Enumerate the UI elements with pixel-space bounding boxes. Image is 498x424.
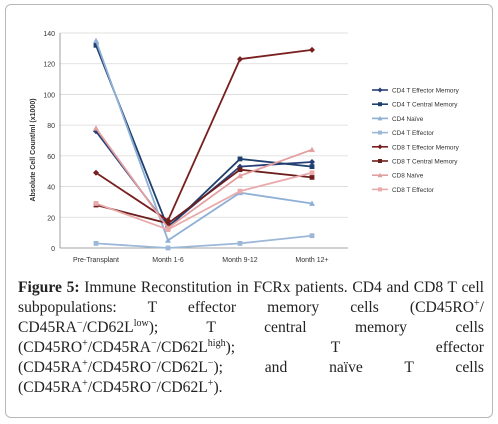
- data-point: [237, 167, 243, 173]
- data-point: [237, 156, 243, 162]
- data-point: [93, 240, 99, 246]
- y-tick-label: 0: [51, 246, 55, 253]
- series-line: [95, 127, 313, 230]
- legend-entry: CD4 T Effector Memory: [392, 88, 460, 95]
- data-point: [93, 125, 99, 131]
- x-tick-label: Month 12+: [295, 257, 328, 264]
- x-tick-label: Pre-Transplant: [73, 257, 119, 264]
- data-point: [165, 221, 171, 226]
- legend-entry: CD8 Naïve: [392, 173, 424, 180]
- y-tick-label: 120: [43, 62, 55, 69]
- data-point: [237, 172, 243, 179]
- y-tick-label: 60: [47, 154, 55, 161]
- x-tick-label: Month 9-12: [222, 257, 258, 264]
- data-point: [309, 146, 315, 153]
- data-point: [378, 102, 382, 107]
- data-point: [309, 170, 315, 176]
- series-line: [95, 44, 313, 230]
- x-tick-label: Month 1-6: [152, 257, 184, 264]
- legend: CD4 T Effector Memory CD4 T Central Memor…: [372, 87, 460, 194]
- y-tick-label: 140: [43, 31, 55, 38]
- data-point: [309, 46, 315, 53]
- legend-entry: CD4 T Central Memory: [392, 102, 458, 109]
- y-axis-label: Absolute Cell Count/ml (x1000): [30, 98, 37, 201]
- data-point: [93, 201, 99, 206]
- series-line: [95, 130, 313, 228]
- data-point: [378, 187, 382, 192]
- data-point: [309, 233, 315, 239]
- series-line: [95, 171, 313, 231]
- data-point: [309, 164, 315, 170]
- data-point: [378, 159, 382, 163]
- data-point: [377, 115, 383, 121]
- legend-entry: CD4 Naïve: [392, 116, 424, 123]
- data-point: [309, 174, 315, 180]
- data-point: [309, 159, 315, 165]
- series-line: [95, 234, 313, 249]
- data-point: [93, 37, 99, 44]
- y-tick-label: 20: [47, 215, 55, 222]
- legend-entry: CD4 T Effector: [392, 130, 435, 137]
- line-chart: 0 20 40 60 80 100 120 140 Pre-Transplant Month 1-…: [30, 31, 460, 264]
- y-tick-label: 100: [43, 92, 55, 99]
- data-point: [237, 188, 243, 194]
- data-point: [165, 227, 171, 232]
- series-lines: [93, 37, 315, 251]
- data-point: [165, 237, 171, 243]
- data-point: [377, 87, 383, 93]
- legend-entry: CD8 T Effector: [392, 187, 435, 194]
- data-point: [93, 42, 99, 48]
- caption-text: Immune Reconstitution in FCRx patients. …: [18, 279, 484, 316]
- y-tick-label: 80: [47, 123, 55, 130]
- data-point: [378, 130, 382, 135]
- axes: 0 20 40 60 80 100 120 140 Pre-Transplant Month 1-…: [43, 31, 348, 264]
- y-tick-label: 40: [47, 185, 55, 192]
- series-line: [95, 168, 313, 225]
- figure-frame: [5, 4, 493, 418]
- gridlines: [60, 32, 348, 218]
- data-point: [377, 144, 383, 150]
- data-point: [377, 172, 383, 178]
- data-point: [93, 169, 99, 176]
- series-line: [95, 40, 313, 242]
- legend-entry: CD8 T Central Memory: [392, 159, 458, 166]
- data-point: [165, 245, 171, 251]
- data-point: [237, 240, 243, 246]
- series-line: [95, 49, 313, 222]
- data-point: [309, 200, 315, 206]
- figure-caption: Figure 5: Immune Reconstitution in FCRx …: [18, 279, 484, 396]
- legend-entry: CD8 T Effector Memory: [392, 144, 460, 151]
- caption-label: Figure 5:: [18, 279, 80, 296]
- data-point: [237, 56, 243, 63]
